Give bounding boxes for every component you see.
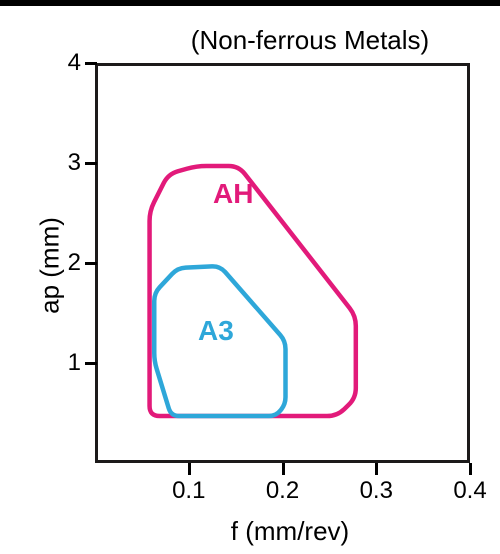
y-tick-label: 2: [47, 249, 81, 277]
x-tick-mark: [375, 463, 378, 475]
y-tick-label: 1: [47, 349, 81, 377]
x-tick-mark: [469, 463, 472, 475]
x-tick-label: 0.1: [159, 477, 219, 505]
y-tick-label: 4: [47, 49, 81, 77]
y-tick-mark: [85, 262, 97, 265]
x-axis-label: f (mm/rev): [190, 516, 390, 547]
chart-title: (Non-ferrous Metals): [160, 25, 460, 56]
y-tick-mark: [85, 62, 97, 65]
top-black-bar: [0, 0, 500, 6]
y-tick-mark: [85, 362, 97, 365]
plot-area: [95, 63, 470, 463]
x-tick-label: 0.2: [253, 477, 313, 505]
y-tick-mark: [85, 162, 97, 165]
x-tick-label: 0.3: [346, 477, 406, 505]
x-tick-mark: [282, 463, 285, 475]
plot-svg: [98, 66, 473, 466]
figure-root: (Non-ferrous Metals) ap (mm) f (mm/rev) …: [0, 0, 500, 554]
region-label-ah: AH: [213, 178, 253, 210]
x-tick-label: 0.4: [440, 477, 500, 505]
y-tick-label: 3: [47, 149, 81, 177]
region-label-a3: A3: [198, 315, 234, 347]
x-tick-mark: [188, 463, 191, 475]
